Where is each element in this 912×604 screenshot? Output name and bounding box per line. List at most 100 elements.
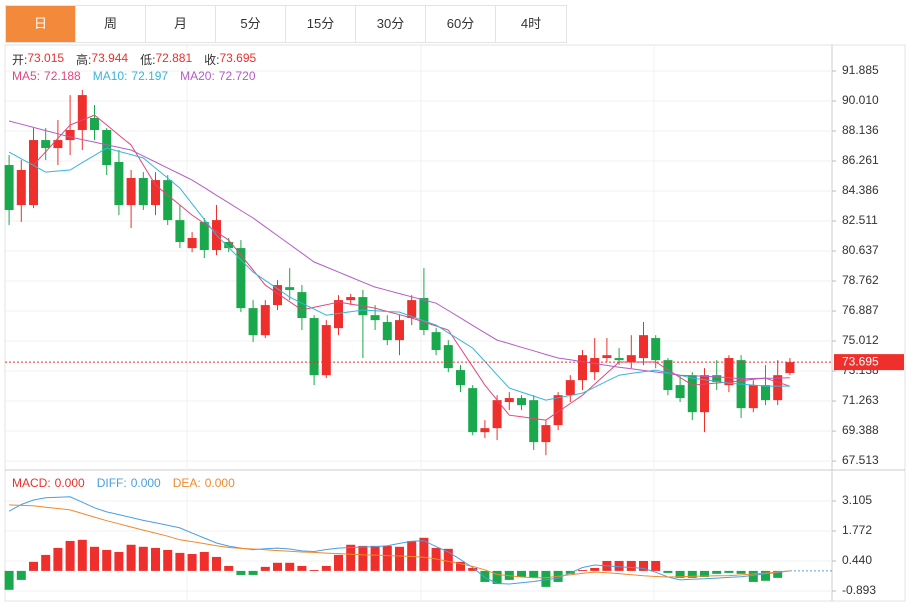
candle-body <box>102 129 112 166</box>
macd-bar <box>41 554 51 571</box>
candle-body <box>687 375 697 413</box>
macd-bar <box>626 560 636 571</box>
y-tick-label: 86.261 <box>842 153 879 167</box>
candle-body <box>395 320 404 341</box>
macd-bar <box>687 570 697 578</box>
period-tab[interactable]: 日 <box>6 6 76 42</box>
candle-body <box>626 355 636 363</box>
candle-body <box>4 165 14 211</box>
candle-body <box>724 358 734 386</box>
y-tick-label: 80.637 <box>842 243 879 257</box>
candle-body <box>553 395 563 426</box>
candle-body <box>712 375 722 383</box>
y-tick-label: 75.012 <box>842 333 879 347</box>
macd-line <box>8 496 790 585</box>
macd-bar <box>138 546 148 571</box>
candle-body <box>456 370 465 386</box>
y-tick-label: -0.893 <box>842 583 876 597</box>
macd-bar <box>309 569 319 571</box>
macd-bar <box>29 561 38 571</box>
ohlc-legend: 开: 73.015 高: 73.944 低: 72.881 收: 73.695 <box>12 51 268 68</box>
macd-bar <box>712 570 722 574</box>
period-tab[interactable]: 30分 <box>356 6 426 42</box>
macd-bar <box>358 545 368 571</box>
candle-body <box>578 355 587 381</box>
macd-bar <box>724 570 734 573</box>
candle-body <box>419 298 429 331</box>
macd-bar <box>163 549 173 571</box>
macd-bar <box>175 552 185 571</box>
candle-body <box>663 360 673 391</box>
macd-bar <box>65 540 75 571</box>
candle-body <box>273 285 282 306</box>
candle-body <box>541 425 551 443</box>
macd-bar <box>321 565 331 571</box>
candle-body <box>297 292 307 319</box>
period-tab[interactable]: 60分 <box>426 6 496 42</box>
legend-value: 0.000 <box>54 476 85 490</box>
legend-value: 72.197 <box>131 69 169 83</box>
macd-bar <box>334 554 343 571</box>
candle-body <box>53 140 63 149</box>
candle-body <box>504 398 514 403</box>
candle-body <box>29 140 38 206</box>
period-tab[interactable]: 15分 <box>286 6 356 42</box>
candle-body <box>675 385 685 399</box>
candle-body <box>236 248 246 309</box>
macd-bar <box>199 551 209 571</box>
period-tab[interactable]: 5分 <box>216 6 286 42</box>
legend-name: DEA: <box>172 476 201 490</box>
chart-frame <box>4 44 906 602</box>
candle-body <box>65 129 75 141</box>
candle-body <box>517 398 526 406</box>
candle-body <box>16 169 26 206</box>
period-tab[interactable]: 周 <box>76 6 146 42</box>
macd-bar <box>212 556 221 571</box>
legend-value: 0.000 <box>130 476 161 490</box>
candle-body <box>187 238 197 249</box>
y-tick-label: 1.772 <box>842 523 872 537</box>
macd-bar <box>382 545 392 571</box>
candle-body <box>773 375 783 401</box>
ma-line <box>8 147 790 401</box>
y-tick-label: 67.513 <box>842 453 879 467</box>
candle-body <box>785 362 795 374</box>
period-tab[interactable]: 月 <box>146 6 216 42</box>
macd-bar <box>748 570 758 582</box>
macd-bar <box>236 570 246 575</box>
candle-body <box>370 315 380 321</box>
candle-body <box>321 325 331 376</box>
candle-body <box>407 300 417 319</box>
period-tab[interactable]: 4时 <box>520 16 542 31</box>
candle-body <box>163 180 173 221</box>
macd-bar <box>187 554 197 571</box>
y-tick-label: 91.885 <box>842 63 879 77</box>
last-price-label: 73.695 <box>842 354 879 368</box>
y-tick-label: 76.887 <box>842 303 879 317</box>
legend-name: DIFF: <box>96 476 127 490</box>
ohlc-label: 收: <box>204 53 220 67</box>
y-tick-label: 78.762 <box>842 273 879 287</box>
ma-line <box>33 114 791 421</box>
ohlc-value: 72.881 <box>155 51 193 65</box>
macd-bar <box>407 540 417 571</box>
candle-body <box>700 375 709 413</box>
candle-body <box>224 242 234 249</box>
macd-bar <box>151 547 160 571</box>
candle-body <box>309 318 319 376</box>
candle-body <box>126 177 136 206</box>
legend-name: MA10: <box>92 69 128 83</box>
y-tick-label: 90.010 <box>842 93 879 107</box>
y-tick-label: 69.388 <box>842 423 879 437</box>
candle-body <box>614 358 624 361</box>
macd-bar <box>285 562 295 571</box>
macd-bar <box>480 570 490 582</box>
legend-value: 72.720 <box>218 69 256 83</box>
macd-bar <box>395 546 404 571</box>
ohlc-label: 低: <box>140 53 156 67</box>
candle-body <box>90 117 99 130</box>
macd-bar <box>614 560 624 571</box>
legend-value: 0.000 <box>204 476 235 490</box>
macd-bar <box>761 570 770 581</box>
